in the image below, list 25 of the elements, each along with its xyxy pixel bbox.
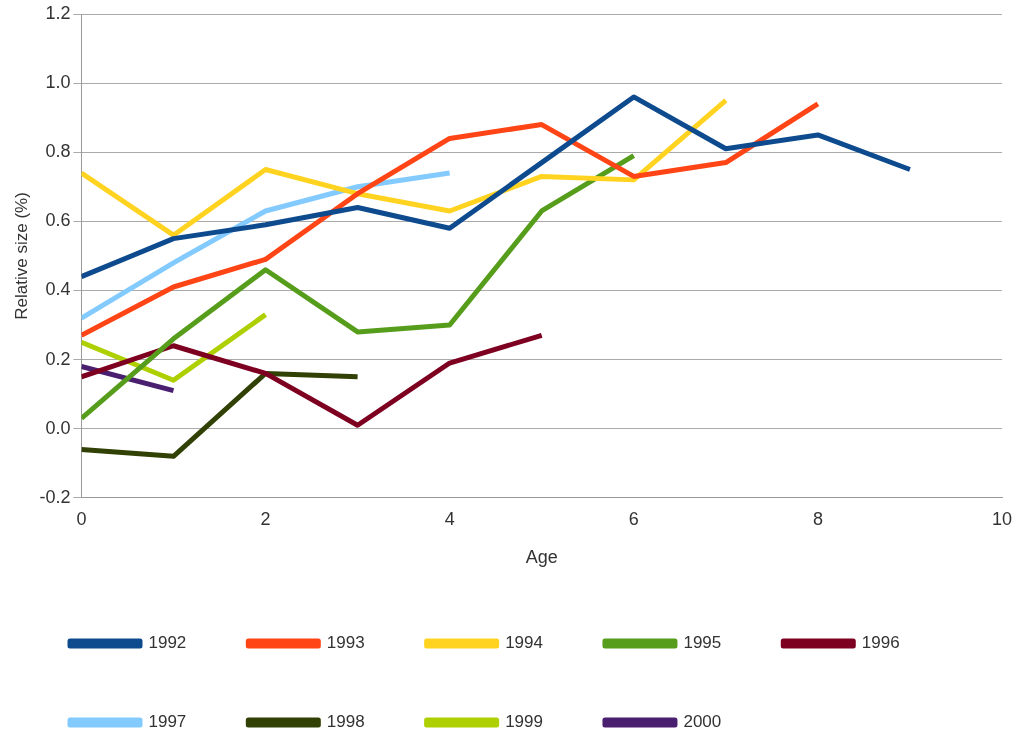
y-tick-label: 0.4	[45, 279, 71, 300]
x-tick-label: 4	[444, 508, 455, 529]
legend-label: 2000	[683, 712, 722, 732]
y-tick-label: 0.2	[45, 348, 71, 369]
x-tick-label: 0	[76, 508, 87, 529]
legend-label: 1998	[326, 712, 365, 732]
legend-label: 1994	[505, 633, 543, 653]
y-tick-label: -0.2	[39, 486, 71, 507]
x-tick-label: 2	[260, 508, 271, 529]
y-tick-label: 1.0	[45, 72, 71, 93]
x-tick-label: 10	[991, 508, 1013, 529]
legend-label: 1996	[861, 633, 900, 653]
x-tick-label: 6	[628, 508, 639, 529]
y-axis-title: Relative size (%)	[11, 192, 31, 320]
x-tick-label: 8	[812, 508, 823, 529]
legend-label: 1997	[148, 712, 187, 732]
y-tick-label: 1.2	[45, 2, 71, 23]
x-axis-title: Age	[525, 547, 558, 568]
legend-label: 1993	[326, 633, 365, 653]
y-tick-label: 0.6	[45, 210, 71, 231]
y-tick-label: 0.0	[45, 417, 71, 438]
legend-label: 1999	[505, 712, 543, 732]
legend-label: 1995	[683, 633, 722, 653]
y-tick-label: 0.8	[45, 141, 71, 162]
legend-label: 1992	[148, 633, 187, 653]
